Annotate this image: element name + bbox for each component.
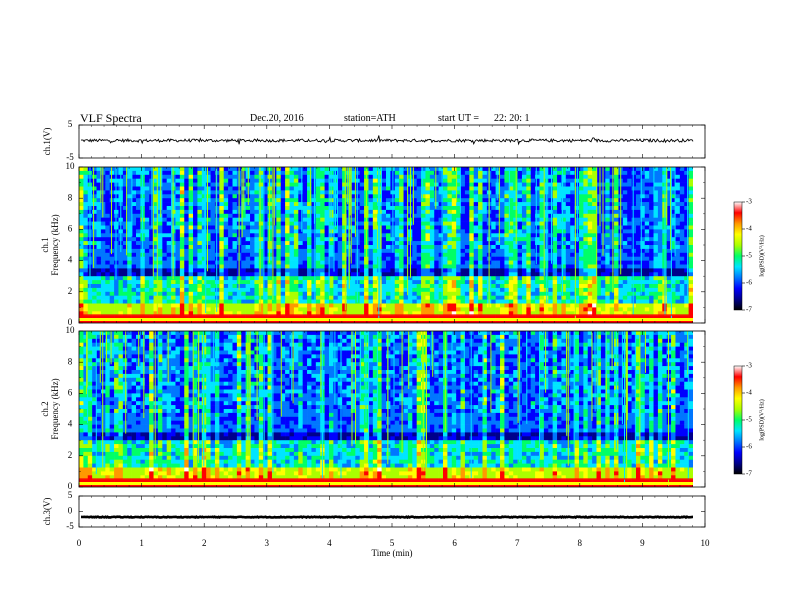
- y-tick-label: 2: [68, 450, 73, 460]
- y-tick-label: 5: [68, 119, 73, 129]
- x-tick-label: 7: [515, 538, 520, 548]
- date-label: Dec.20, 2016: [250, 113, 304, 124]
- x-tick-label: 4: [327, 538, 332, 548]
- panel-ch1_spec: [78, 166, 745, 324]
- colorbar-tick-label: -6: [746, 443, 752, 451]
- chart-title: VLF Spectra: [80, 111, 142, 125]
- y-axis-label-ch1_spec: ch.1: [40, 237, 50, 252]
- x-tick-label: 2: [202, 538, 207, 548]
- y-tick-label: 4: [68, 255, 73, 265]
- panel-ch1: [78, 124, 706, 159]
- y-tick-label: 10: [66, 325, 76, 335]
- y-tick-label: 2: [68, 286, 73, 296]
- colorbar-label: log(PSD)(V²/Hz): [758, 235, 765, 276]
- station-label: station=ATH: [344, 113, 396, 124]
- spectrogram-ch2_spec: [79, 331, 705, 487]
- colorbar-tick-label: -7: [746, 470, 752, 478]
- spectrogram-ch1_spec: [79, 167, 705, 323]
- colorbar-tick-label: -4: [746, 225, 752, 233]
- y-axis-label-ch2_spec: Frequency (kHz): [50, 378, 60, 439]
- colorbar-tick-label: -7: [746, 306, 752, 314]
- y-axis-label-ch2_spec: ch.2: [40, 401, 50, 416]
- y-tick-label: 6: [68, 387, 73, 397]
- y-axis-label-ch1_spec: Frequency (kHz): [50, 214, 60, 275]
- colorbar-label: log(PSD)(V²/Hz): [758, 399, 765, 440]
- y-tick-label: 8: [68, 192, 73, 202]
- axes-frame-ch3: [78, 495, 706, 528]
- x-tick-label: 8: [578, 538, 583, 548]
- x-tick-label: 1: [139, 538, 144, 548]
- y-tick-label: 8: [68, 356, 73, 366]
- y-tick-label: 5: [68, 490, 73, 500]
- y-tick-label: -5: [66, 521, 74, 531]
- y-tick-label: 6: [68, 223, 73, 233]
- colorbar-tick-label: -5: [746, 252, 752, 260]
- x-tick-label: 5: [390, 538, 395, 548]
- x-tick-label: 6: [452, 538, 457, 548]
- colorbar-tick-label: -4: [746, 389, 752, 397]
- panel-ch2_spec: [78, 330, 745, 488]
- trace-ch3: [81, 515, 693, 520]
- y-tick-label: 0: [68, 506, 73, 516]
- y-tick-label: 0: [68, 481, 73, 491]
- start-time-value: 22: 20: 1: [494, 113, 530, 124]
- colorbar-ch1_spec: [733, 201, 743, 311]
- colorbar-tick-label: -3: [746, 362, 752, 370]
- colorbar-tick-label: -3: [746, 198, 752, 206]
- y-tick-label: 4: [68, 419, 73, 429]
- colorbar-ch2_spec: [733, 365, 743, 475]
- y-tick-label: -5: [66, 152, 74, 162]
- x-tick-label: 3: [265, 538, 270, 548]
- y-axis-label-ch3: ch.3(V): [42, 498, 52, 526]
- trace-ch1: [80, 135, 694, 146]
- x-tick-label: 10: [701, 538, 711, 548]
- y-tick-label: 0: [68, 317, 73, 327]
- y-tick-label: 10: [66, 161, 76, 171]
- x-tick-label: 9: [640, 538, 645, 548]
- x-tick-label: 0: [77, 538, 82, 548]
- colorbar-tick-label: -6: [746, 279, 752, 287]
- x-axis-label: Time (min): [372, 548, 413, 558]
- panel-ch3: [78, 495, 706, 528]
- start-ut-label: start UT =: [438, 113, 480, 124]
- y-axis-label-ch1: ch.1(V): [42, 128, 52, 156]
- colorbar-tick-label: -5: [746, 416, 752, 424]
